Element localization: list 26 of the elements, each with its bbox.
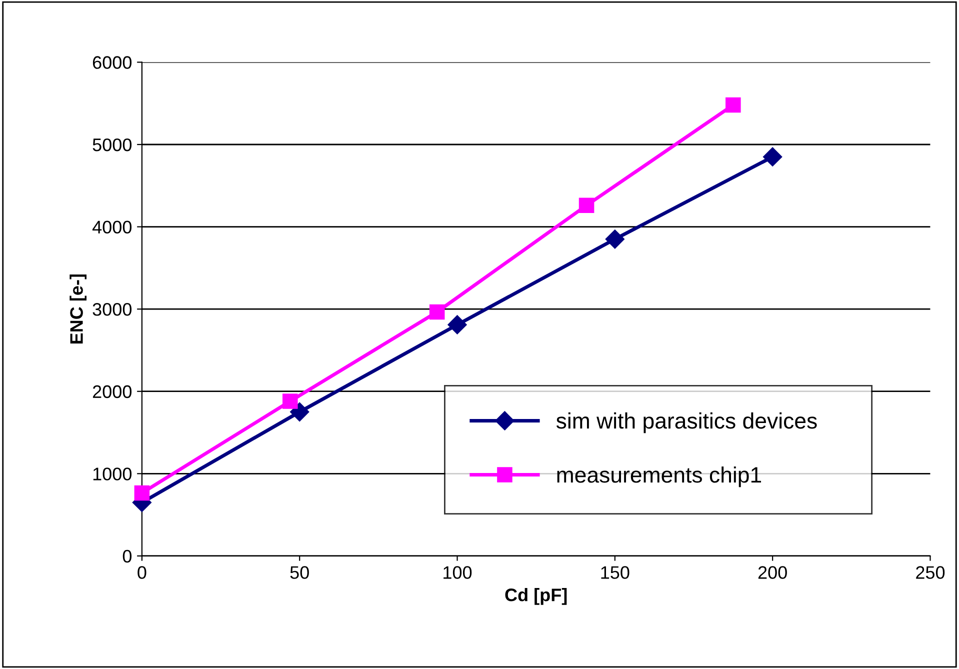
point <box>282 394 298 409</box>
legend-label: sim with parasitics devices <box>556 412 817 434</box>
point <box>290 402 310 422</box>
y-tick-label: 4000 <box>92 220 132 234</box>
x-tick-label: 50 <box>290 566 309 579</box>
y-tick-label: 0 <box>122 550 132 563</box>
x-tick-label: 150 <box>601 566 630 579</box>
point <box>763 147 782 166</box>
y-tick-label: 5000 <box>92 138 132 152</box>
point <box>726 97 741 113</box>
point <box>605 230 624 249</box>
x-axis-title: Cd [pF] <box>505 588 567 605</box>
point <box>134 485 150 501</box>
x-tick-label: 0 <box>138 566 146 579</box>
x-tick-label: 200 <box>758 566 787 579</box>
x-tick-label: 100 <box>444 566 472 579</box>
point <box>448 315 467 334</box>
y-tick-label: 1000 <box>93 468 132 480</box>
x-tick-label: 250 <box>916 566 945 579</box>
y-tick-label: 3000 <box>92 303 132 316</box>
y-tick-label: 2000 <box>92 385 132 398</box>
y-axis-title: ENC [e-] <box>70 274 86 344</box>
point <box>429 304 445 320</box>
point <box>578 198 594 214</box>
y-tick-label: 6000 <box>92 56 132 69</box>
legend-label: measurements chip1 <box>557 466 762 488</box>
